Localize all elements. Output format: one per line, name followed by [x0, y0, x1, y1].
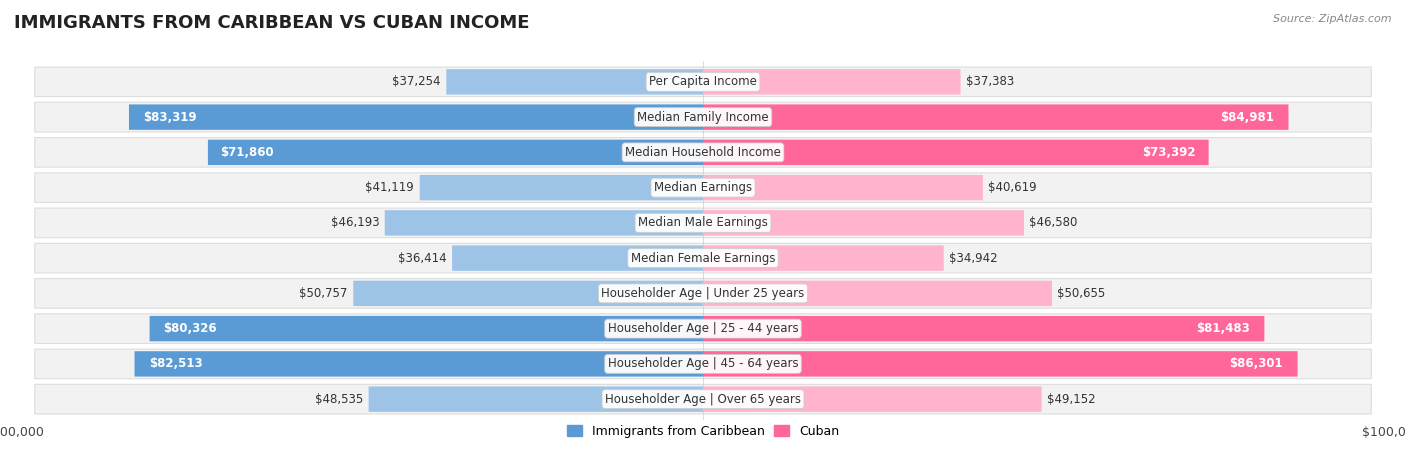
Text: $46,580: $46,580 [1029, 216, 1078, 229]
Text: $81,483: $81,483 [1197, 322, 1250, 335]
FancyBboxPatch shape [703, 387, 1042, 412]
Text: Source: ZipAtlas.com: Source: ZipAtlas.com [1274, 14, 1392, 24]
FancyBboxPatch shape [703, 175, 983, 200]
FancyBboxPatch shape [35, 279, 1371, 308]
FancyBboxPatch shape [35, 102, 1371, 132]
FancyBboxPatch shape [453, 246, 703, 271]
FancyBboxPatch shape [703, 246, 943, 271]
Text: $37,254: $37,254 [392, 75, 441, 88]
FancyBboxPatch shape [35, 173, 1371, 202]
FancyBboxPatch shape [703, 281, 1052, 306]
FancyBboxPatch shape [703, 140, 1209, 165]
Text: Median Household Income: Median Household Income [626, 146, 780, 159]
FancyBboxPatch shape [35, 314, 1371, 343]
FancyBboxPatch shape [35, 67, 1371, 97]
Text: $41,119: $41,119 [366, 181, 415, 194]
FancyBboxPatch shape [129, 105, 703, 130]
Text: Median Family Income: Median Family Income [637, 111, 769, 124]
FancyBboxPatch shape [35, 138, 1371, 167]
Text: $83,319: $83,319 [143, 111, 197, 124]
FancyBboxPatch shape [385, 210, 703, 235]
Text: $34,942: $34,942 [949, 252, 998, 265]
Text: Householder Age | 25 - 44 years: Householder Age | 25 - 44 years [607, 322, 799, 335]
FancyBboxPatch shape [703, 351, 1298, 376]
Text: Householder Age | Over 65 years: Householder Age | Over 65 years [605, 393, 801, 406]
Text: $71,860: $71,860 [221, 146, 274, 159]
Text: $48,535: $48,535 [315, 393, 363, 406]
Text: $82,513: $82,513 [149, 357, 202, 370]
Text: IMMIGRANTS FROM CARIBBEAN VS CUBAN INCOME: IMMIGRANTS FROM CARIBBEAN VS CUBAN INCOM… [14, 14, 530, 32]
Text: $37,383: $37,383 [966, 75, 1014, 88]
Text: Median Male Earnings: Median Male Earnings [638, 216, 768, 229]
Text: $86,301: $86,301 [1229, 357, 1282, 370]
FancyBboxPatch shape [703, 105, 1288, 130]
Text: $50,757: $50,757 [299, 287, 347, 300]
Text: $49,152: $49,152 [1047, 393, 1095, 406]
Text: Householder Age | Under 25 years: Householder Age | Under 25 years [602, 287, 804, 300]
FancyBboxPatch shape [420, 175, 703, 200]
FancyBboxPatch shape [35, 243, 1371, 273]
Text: $46,193: $46,193 [330, 216, 380, 229]
FancyBboxPatch shape [35, 208, 1371, 238]
Text: $36,414: $36,414 [398, 252, 447, 265]
Text: $73,392: $73,392 [1143, 146, 1197, 159]
FancyBboxPatch shape [703, 69, 960, 94]
Text: $80,326: $80,326 [163, 322, 217, 335]
FancyBboxPatch shape [703, 210, 1024, 235]
FancyBboxPatch shape [368, 387, 703, 412]
Text: Householder Age | 45 - 64 years: Householder Age | 45 - 64 years [607, 357, 799, 370]
Text: $40,619: $40,619 [988, 181, 1038, 194]
Text: Per Capita Income: Per Capita Income [650, 75, 756, 88]
Text: $84,981: $84,981 [1220, 111, 1274, 124]
Text: Median Female Earnings: Median Female Earnings [631, 252, 775, 265]
FancyBboxPatch shape [353, 281, 703, 306]
FancyBboxPatch shape [703, 316, 1264, 341]
FancyBboxPatch shape [35, 349, 1371, 379]
Text: $50,655: $50,655 [1057, 287, 1105, 300]
Legend: Immigrants from Caribbean, Cuban: Immigrants from Caribbean, Cuban [561, 420, 845, 443]
Text: Median Earnings: Median Earnings [654, 181, 752, 194]
FancyBboxPatch shape [149, 316, 703, 341]
FancyBboxPatch shape [208, 140, 703, 165]
FancyBboxPatch shape [35, 384, 1371, 414]
FancyBboxPatch shape [135, 351, 703, 376]
FancyBboxPatch shape [446, 69, 703, 94]
